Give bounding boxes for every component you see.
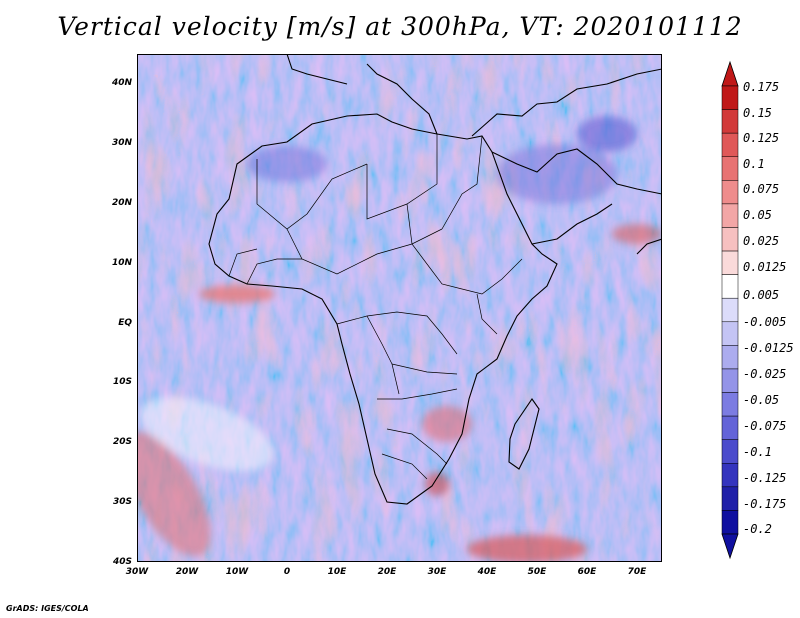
colorbar-bottom-arrow [721, 533, 739, 560]
velocity-map [137, 54, 662, 562]
y-axis-label: 20N [111, 198, 132, 208]
colorbar-segment [721, 392, 739, 417]
colorbar-label: -0.1 [743, 445, 772, 459]
colorbar-label: 0.005 [743, 288, 780, 302]
coastlines [208, 54, 662, 505]
colorbar-label: 0.15 [743, 106, 772, 120]
y-axis-label: 40N [111, 78, 132, 88]
colorbar-segment [721, 132, 739, 157]
colorbar-segment [721, 345, 739, 370]
map-frame [137, 54, 662, 562]
y-axis-label: 30S [112, 497, 132, 507]
colorbar-label: -0.175 [743, 497, 787, 511]
colorbar-label: -0.125 [743, 471, 787, 485]
colorbar-label: 0.075 [743, 182, 780, 196]
velocity-patches [137, 116, 662, 562]
x-axis-label: 10W [225, 567, 249, 577]
colorbar-label: 0.125 [743, 131, 780, 145]
x-axis-label: 40E [477, 567, 497, 577]
colorbar-segment [721, 203, 739, 228]
colorbar-label: 0.025 [743, 234, 780, 248]
x-axis-label: 50E [527, 567, 547, 577]
x-axis-label: 60E [577, 567, 597, 577]
colorbar-label: -0.005 [743, 315, 787, 329]
colorbar-segment [721, 85, 739, 110]
colorbar-label: -0.2 [743, 522, 772, 536]
colorbar-label: -0.075 [743, 419, 787, 433]
colorbar-segment [721, 156, 739, 181]
colorbar-label: 0.175 [743, 80, 780, 94]
x-axis-label: 30E [427, 567, 447, 577]
x-axis-label: 30W [125, 567, 149, 577]
colorbar-segment [721, 274, 739, 299]
colorbar-label: 0.05 [743, 208, 772, 222]
colorbar-segment [721, 109, 739, 134]
colorbar-label: 0.0125 [743, 260, 787, 274]
colorbar-segment [721, 439, 739, 464]
x-axis-label: 20W [175, 567, 199, 577]
colorbar-label: 0.1 [743, 157, 765, 171]
colorbar-segment [721, 510, 739, 535]
colorbar [721, 60, 739, 560]
colorbar-segment [721, 368, 739, 393]
x-axis-label: 70E [627, 567, 647, 577]
y-axis-label: EQ [118, 318, 132, 328]
x-axis-label: 10E [327, 567, 347, 577]
country-borders [228, 134, 523, 480]
colorbar-segment [721, 463, 739, 488]
colorbar-segment [721, 297, 739, 323]
map-title: Vertical velocity [m/s] at 300hPa, VT: 2… [57, 12, 743, 41]
credit-text: GrADS: IGES/COLA [6, 604, 89, 613]
colorbar-segment [721, 180, 739, 205]
x-axis-label: 20E [377, 567, 397, 577]
x-axis-label: 0 [283, 567, 291, 577]
y-axis-label: 10N [111, 258, 132, 268]
colorbar-segment [721, 227, 739, 252]
colorbar-segment [721, 415, 739, 440]
colorbar-segment [721, 321, 739, 346]
y-axis-label: 10S [112, 377, 132, 387]
colorbar-top-arrow [721, 60, 739, 87]
colorbar-segment [721, 250, 739, 275]
y-axis-label: 40S [112, 557, 132, 567]
colorbar-label: -0.025 [743, 367, 787, 381]
colorbar-label: -0.0125 [743, 341, 794, 355]
y-axis-label: 30N [111, 138, 132, 148]
y-axis-label: 20S [112, 437, 132, 447]
colorbar-label: -0.05 [743, 393, 780, 407]
colorbar-segment [721, 486, 739, 511]
